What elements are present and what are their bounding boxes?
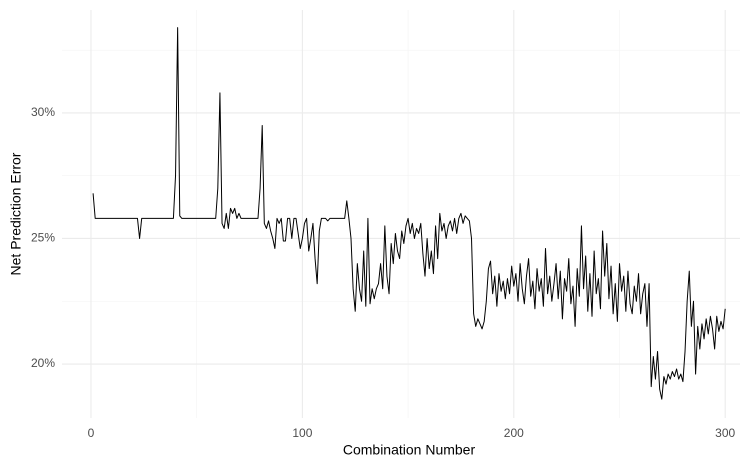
x-axis-title: Combination Number	[343, 442, 476, 458]
x-tick-label: 0	[88, 426, 95, 440]
x-tick-label: 300	[715, 426, 735, 440]
y-axis-title: Net Prediction Error	[8, 152, 24, 275]
x-tick-label: 100	[292, 426, 312, 440]
x-tick-label: 200	[504, 426, 524, 440]
y-tick-label: 25%	[31, 231, 55, 245]
line	[92, 27, 726, 400]
y-tick-label: 20%	[31, 356, 55, 370]
y-tick-label: 30%	[31, 105, 55, 119]
